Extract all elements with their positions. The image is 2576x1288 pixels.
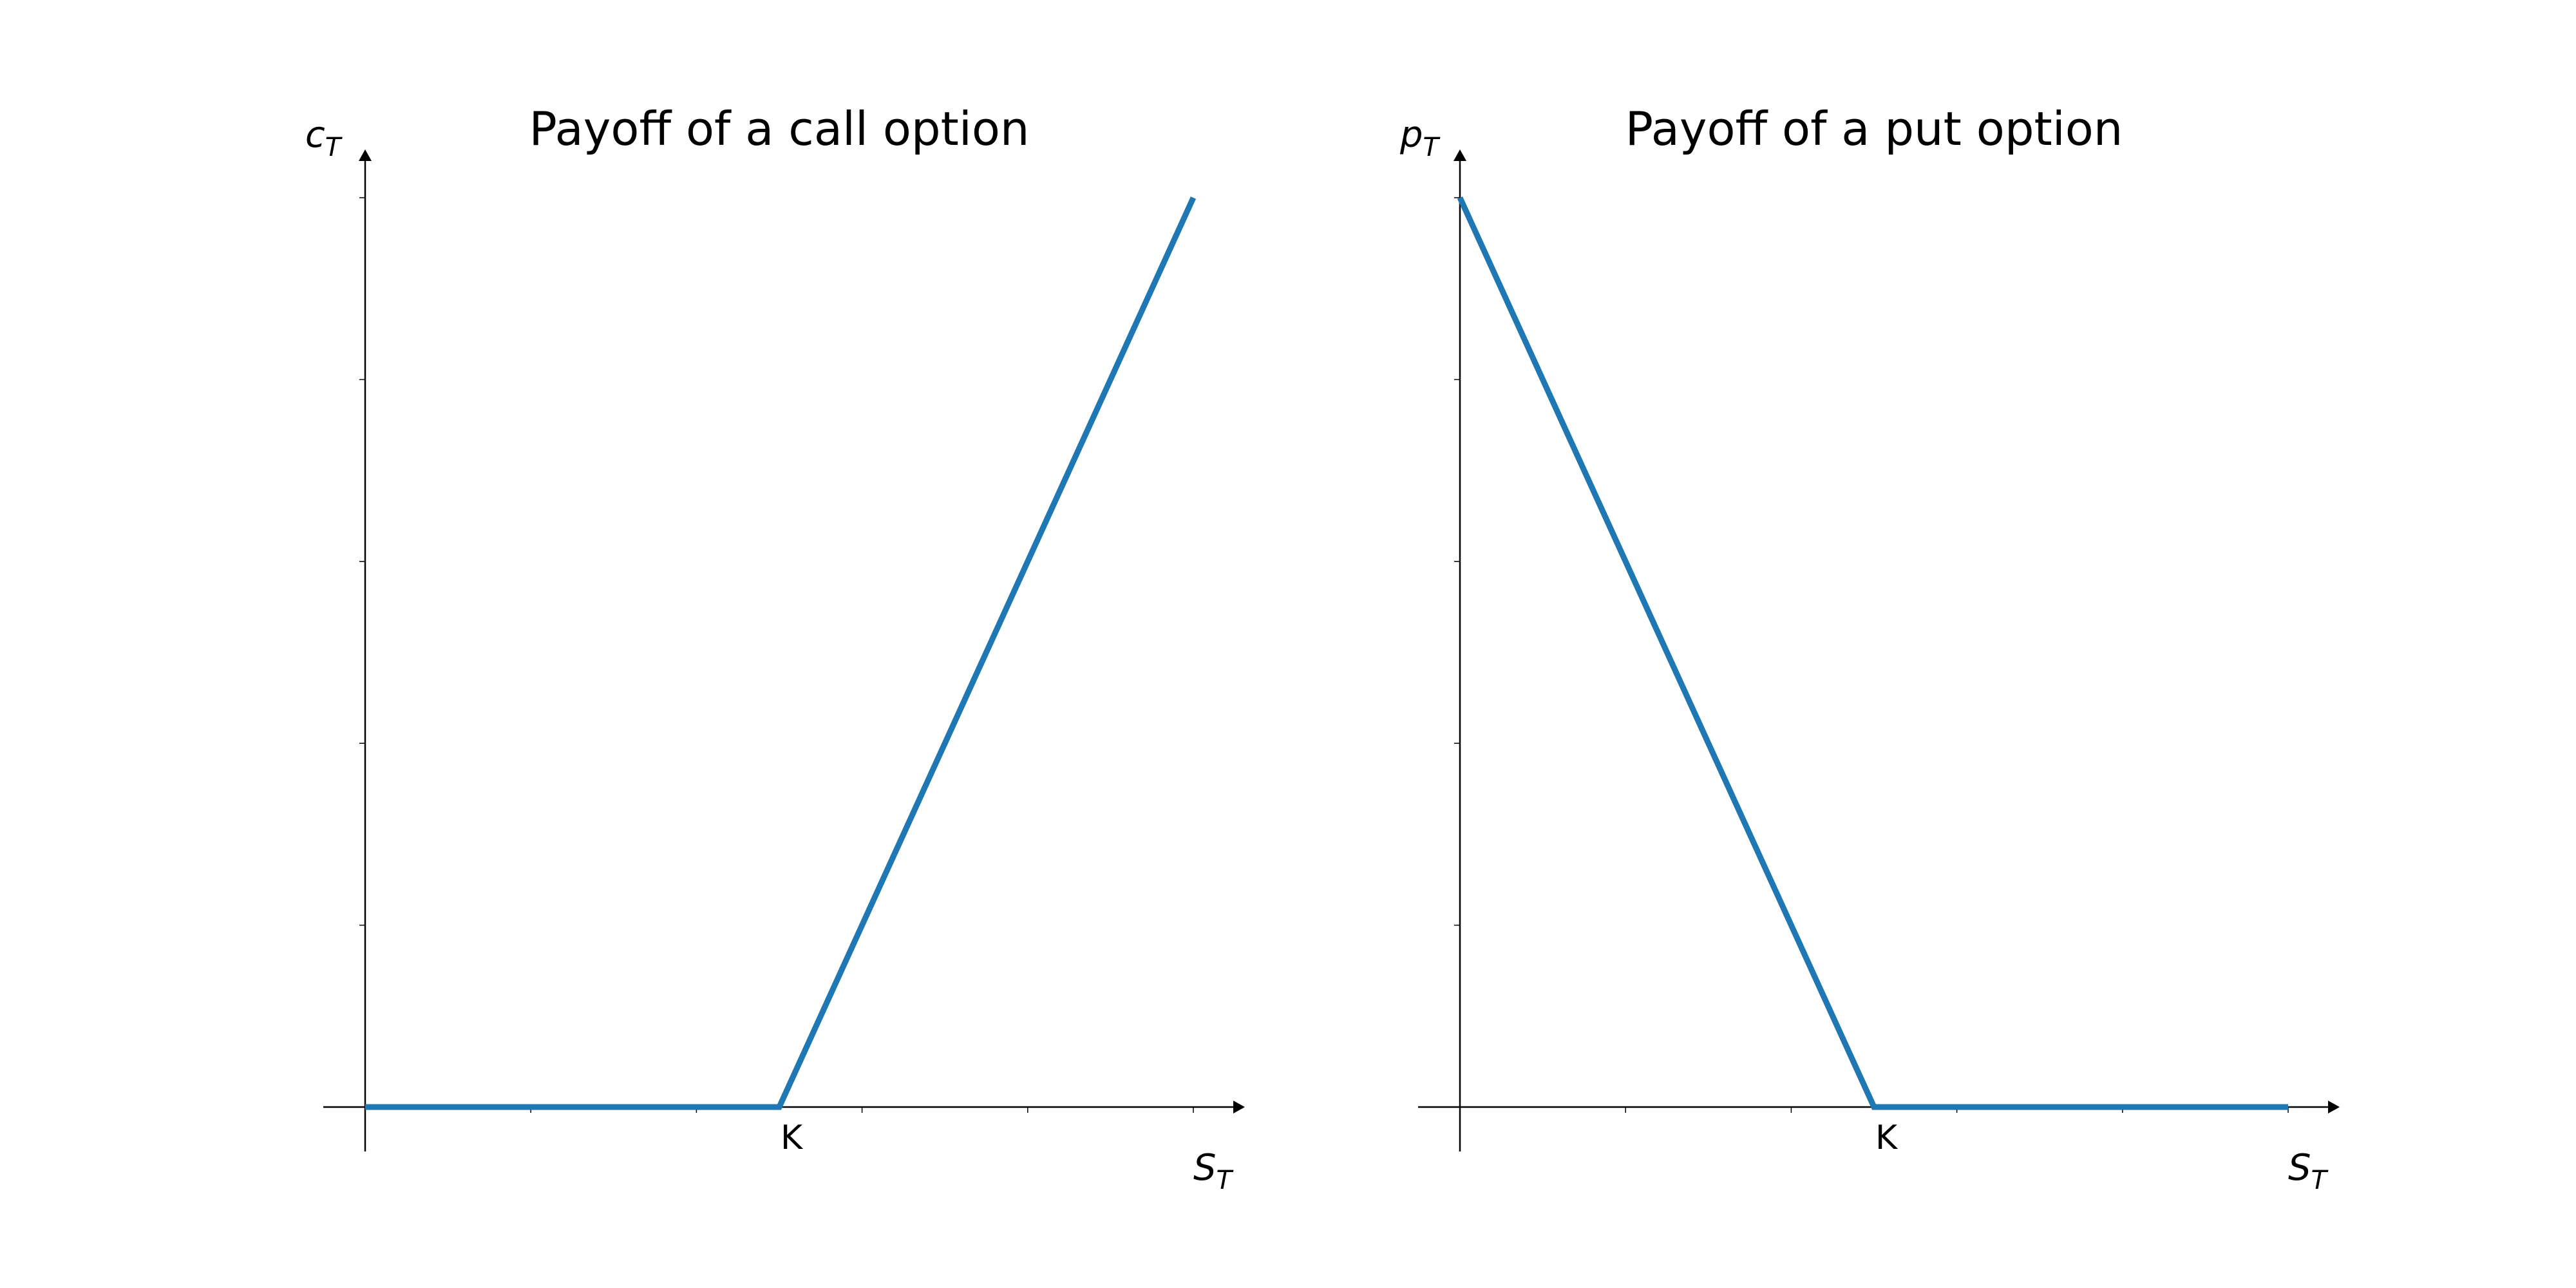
call-strike-tick-label: K <box>781 1119 804 1157</box>
put-y-axis-label-sub: T <box>1423 133 1441 162</box>
call-x-axis-label: ST <box>1193 1147 1235 1195</box>
put-payoff-line <box>1457 196 2288 1110</box>
put-x-axis-arrow <box>2328 1101 2340 1113</box>
put-option-panel: Payoff of a put option pT ST K <box>1399 102 2340 1195</box>
call-option-panel: Payoff of a call option cT ST K <box>305 102 1245 1195</box>
put-y-axis-label: pT <box>1399 114 1441 162</box>
call-y-axis-label-sub: T <box>325 133 343 162</box>
call-x-axis-label-sub: T <box>1217 1166 1235 1195</box>
put-y-axis-arrow <box>1454 149 1466 161</box>
put-y-axis-label-main: p <box>1399 114 1423 156</box>
put-strike-tick-label: K <box>1875 1119 1899 1157</box>
put-x-axis-label-main: S <box>2288 1147 2311 1189</box>
call-x-axis-label-main: S <box>1193 1147 1217 1189</box>
call-chart-title: Payoff of a call option <box>529 102 1029 156</box>
call-x-axis-arrow <box>1233 1101 1245 1113</box>
put-chart-title: Payoff of a put option <box>1625 102 2123 156</box>
put-x-axis-label: ST <box>2288 1147 2329 1195</box>
call-payoff-line <box>365 196 1197 1110</box>
call-y-axis-arrow <box>359 149 372 161</box>
call-y-axis-label-main: c <box>305 114 325 156</box>
put-x-axis-label-sub: T <box>2311 1166 2329 1195</box>
call-y-axis-label: cT <box>305 114 343 162</box>
